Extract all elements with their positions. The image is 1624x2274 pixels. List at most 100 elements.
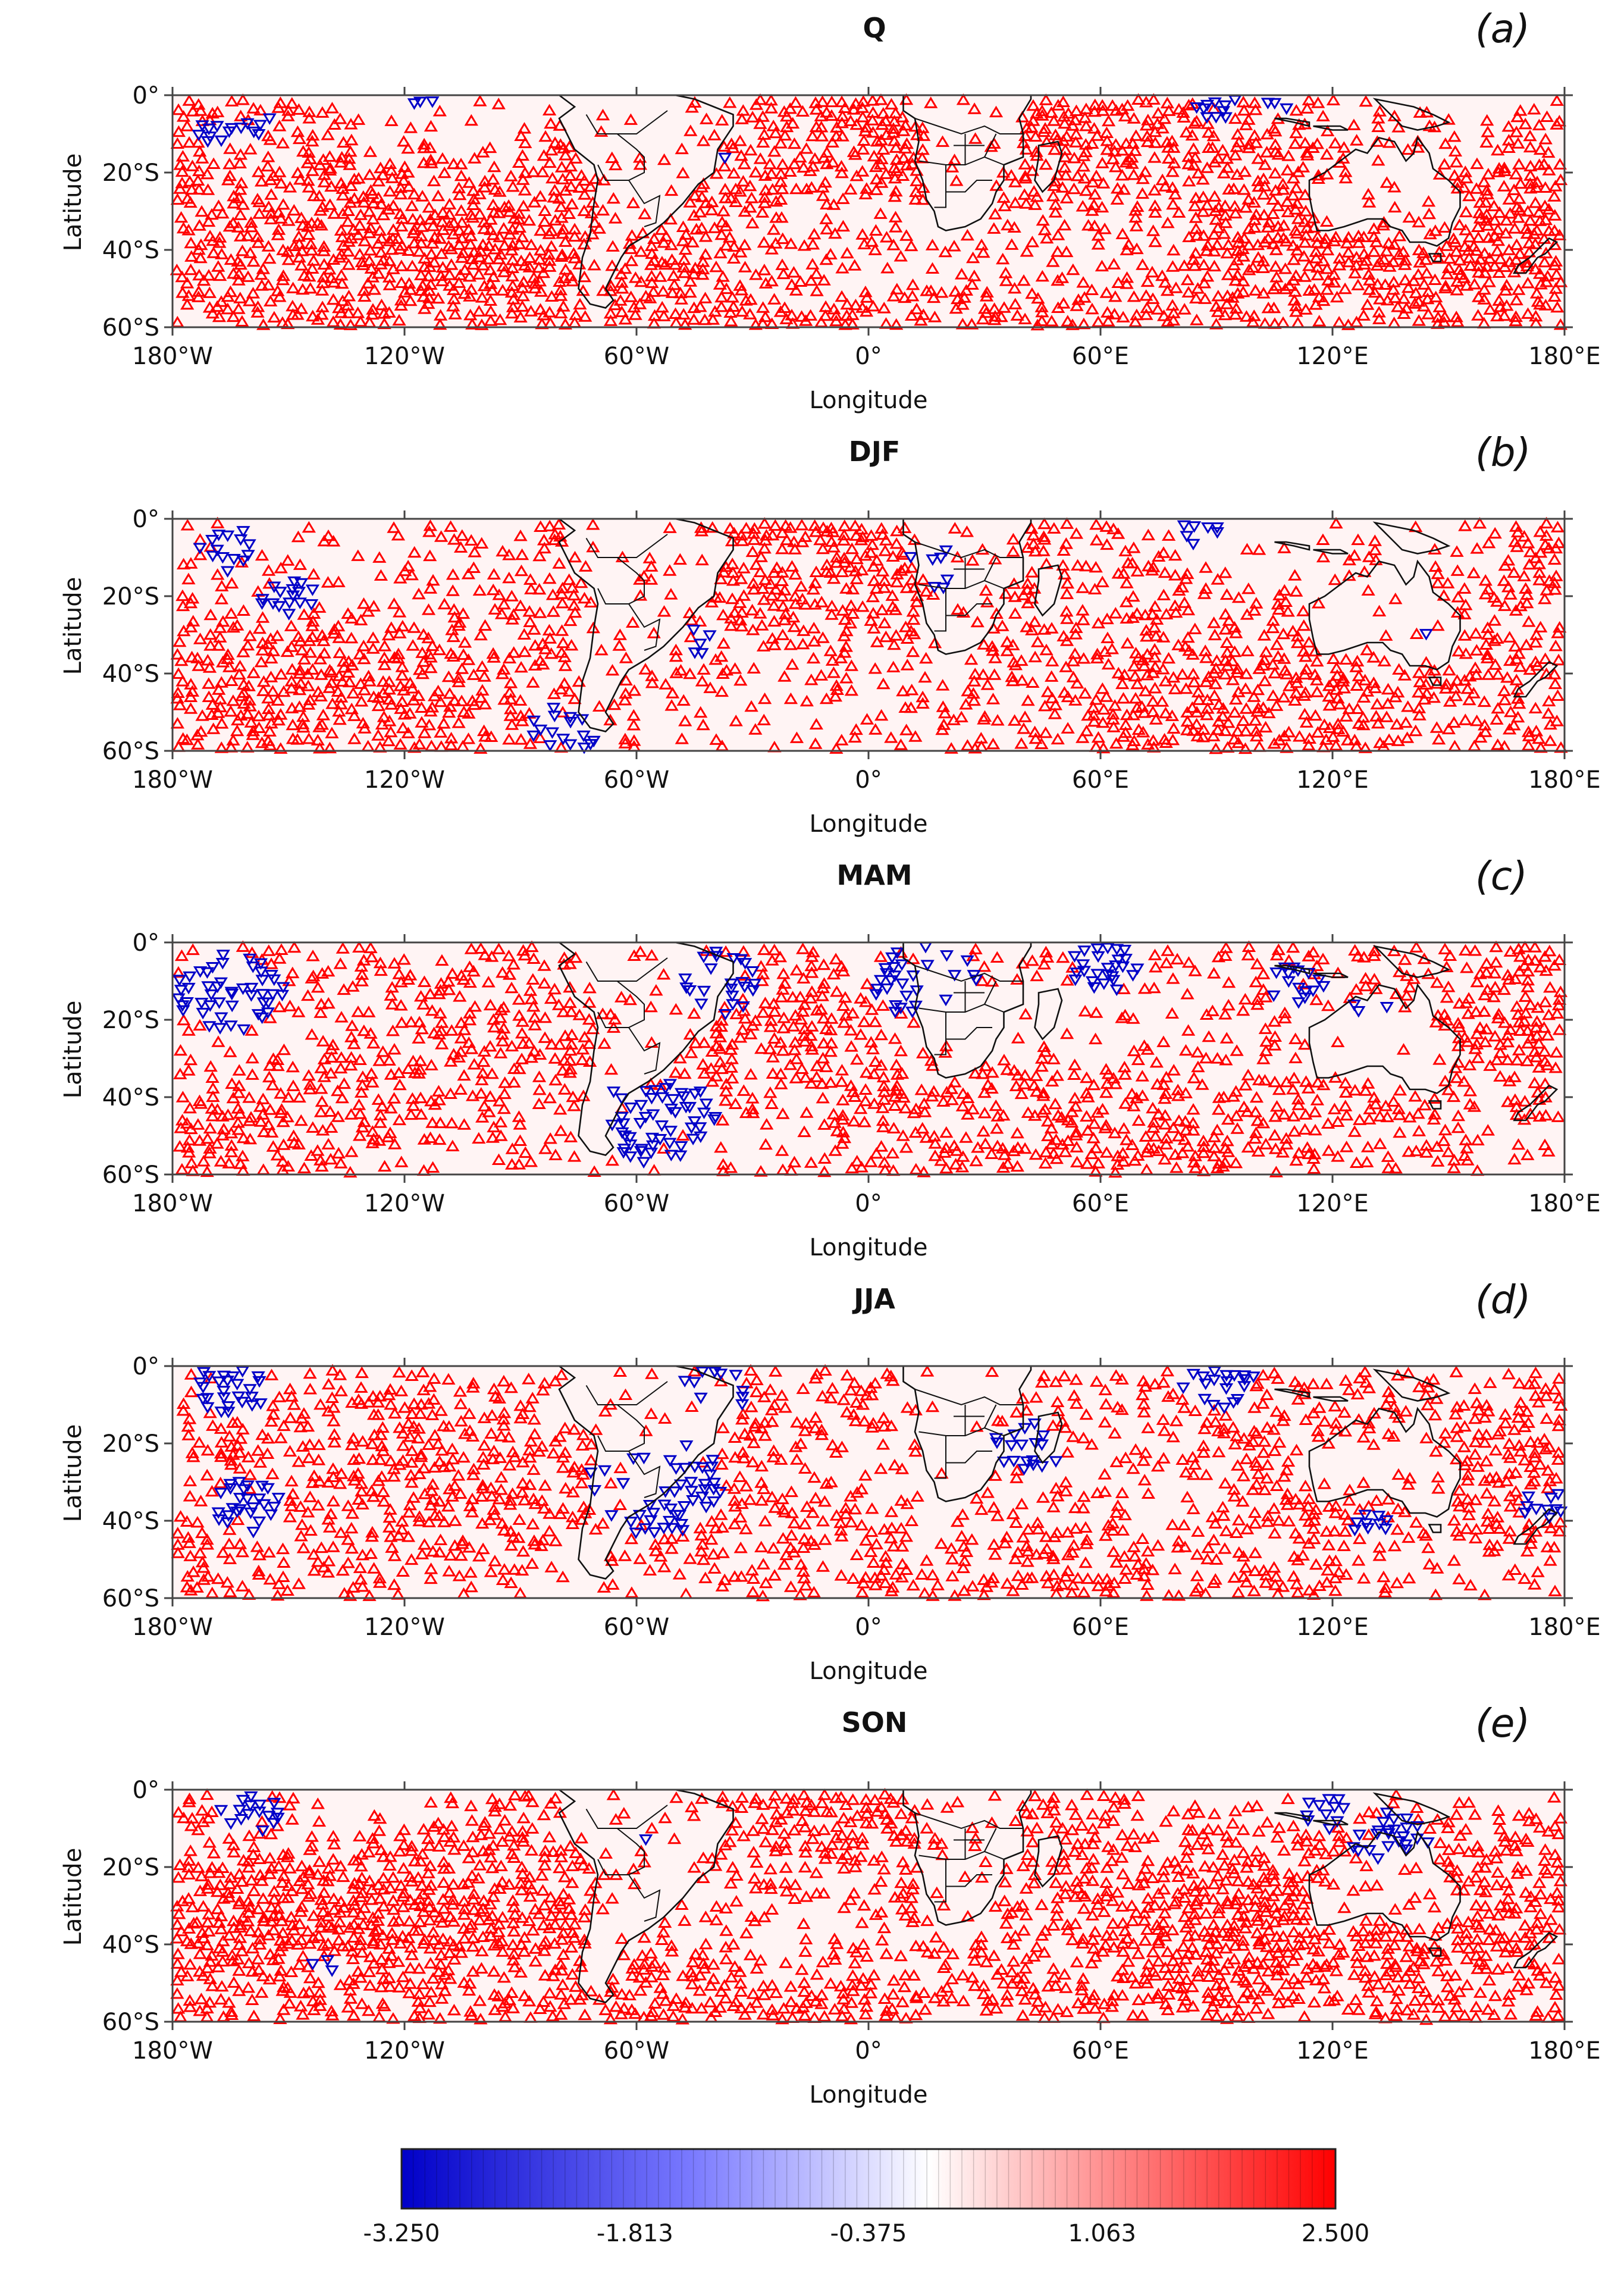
y-tick-label: 40°S — [102, 1084, 159, 1111]
negative-markers — [171, 941, 1394, 1169]
y-tick-label: 0° — [133, 929, 159, 957]
y-tick-label: 40°S — [102, 1508, 159, 1535]
y-tick-label: 40°S — [102, 237, 159, 264]
y-tick-label: 40°S — [102, 1931, 159, 1959]
y-tick-label: 20°S — [102, 1430, 159, 1458]
colorbar-gradient — [400, 2148, 1337, 2210]
colorbar-label: 2.500 — [1302, 2220, 1370, 2247]
coastline — [557, 1365, 734, 1580]
coastline — [1034, 1411, 1063, 1464]
x-tick-label: 120°W — [364, 2037, 445, 2065]
map-plot: 180°W 120°W 60°W 0° 60°E 120°E 180°E 0° 20°S 40°S… — [102, 1353, 1601, 1641]
map-panel: JJA (d) 180°W 120°W 60°W 0° 60°E 120°E 180°E 0° 20… — [0, 1277, 1624, 1699]
x-tick-label: 0° — [855, 766, 882, 794]
positive-markers — [170, 93, 1568, 331]
x-tick-label: 120°W — [364, 1614, 445, 1641]
x-tick-label: 120°W — [364, 1190, 445, 1217]
country-border — [585, 110, 668, 134]
y-tick-label: 60°S — [102, 314, 159, 342]
country-border — [914, 541, 1023, 559]
panel-title: SON — [841, 1706, 908, 1739]
coastline — [1274, 964, 1311, 975]
negative-markers — [214, 1791, 1435, 1977]
x-tick-label: 60°E — [1072, 2037, 1129, 2065]
coastlines — [557, 518, 1559, 732]
coastline — [1428, 253, 1442, 262]
coastline — [557, 941, 734, 1156]
x-tick-label: 180°E — [1528, 343, 1601, 370]
colorbar-label: -3.250 — [363, 2220, 440, 2247]
y-tick-label: 20°S — [102, 1854, 159, 1881]
negative-triangle-markers — [193, 520, 1434, 754]
country-border — [628, 1874, 661, 1922]
x-tick-label: 120°E — [1296, 1190, 1369, 1217]
country-border — [945, 588, 992, 616]
country-border — [628, 1451, 661, 1498]
country-border — [585, 534, 668, 558]
x-tick-label: 0° — [855, 343, 882, 370]
coastline — [902, 941, 1032, 1079]
x-tick-label: 180°W — [132, 1190, 213, 1217]
x-tick-label: 180°W — [132, 343, 213, 370]
negative-markers — [193, 1365, 1568, 1539]
coastline — [1313, 1819, 1349, 1825]
positive-markers — [170, 516, 1568, 754]
x-tick-label: 120°W — [364, 343, 445, 370]
coastline — [902, 518, 1032, 655]
coastline — [1308, 983, 1461, 1094]
positive-triangle-markers — [170, 93, 1568, 331]
coastline — [1513, 1508, 1559, 1545]
coastline — [1372, 521, 1451, 555]
x-axis-label: Longitude — [809, 1658, 928, 1685]
x-tick-label: 180°E — [1528, 766, 1601, 794]
country-border — [628, 1027, 661, 1075]
coastlines — [557, 1365, 1559, 1580]
x-tick-label: 120°E — [1296, 766, 1369, 794]
colorbar-label: -0.375 — [830, 2220, 907, 2247]
coastline — [1513, 660, 1559, 698]
positive-triangle-markers — [170, 1787, 1567, 2025]
y-tick-label: 60°S — [102, 1161, 159, 1189]
map-plot: 180°W 120°W 60°W 0° 60°E 120°E 180°E 0° 20°S 40°S… — [102, 1777, 1601, 2065]
x-axis-label: Longitude — [809, 1234, 928, 1261]
country-border — [585, 1805, 668, 1829]
coastline — [902, 1788, 1032, 1926]
y-tick-label: 60°S — [102, 2009, 159, 2036]
country-border — [597, 981, 645, 1028]
coastline — [1274, 1388, 1311, 1398]
country-border — [914, 965, 1023, 982]
y-tick-label: 20°S — [102, 1007, 159, 1034]
negative-triangle-markers — [192, 95, 1294, 165]
colorbar-label: 1.063 — [1068, 2220, 1136, 2247]
coastline — [1308, 1830, 1461, 1941]
x-tick-label: 180°W — [132, 2037, 213, 2065]
x-tick-label: 180°W — [132, 1614, 213, 1641]
panel-tag: (d) — [1475, 1277, 1531, 1323]
y-tick-label: 0° — [133, 506, 159, 533]
coastline — [1428, 1100, 1442, 1110]
panel-tag: (a) — [1475, 6, 1530, 52]
y-tick-label: 60°S — [102, 1585, 159, 1612]
coastline — [1372, 1368, 1451, 1402]
x-tick-label: 180°E — [1528, 1614, 1601, 1641]
coastline — [1308, 1407, 1461, 1518]
map-panel: MAM (c) 180°W 120°W 60°W 0° 60°E 120°E 180°E 0° 20… — [0, 853, 1624, 1276]
country-border — [984, 1404, 997, 1429]
coastline — [1513, 237, 1559, 274]
coastline — [1428, 1524, 1442, 1533]
coastline — [1034, 988, 1063, 1041]
country-border — [585, 957, 668, 982]
coastline — [1308, 136, 1461, 247]
x-tick-label: 60°W — [604, 1190, 669, 1217]
coastline — [557, 94, 734, 309]
map-plot: 180°W 120°W 60°W 0° 60°E 120°E 180°E 0° 20°S 40°S… — [102, 82, 1601, 370]
coastline — [1428, 676, 1442, 686]
negative-triangle-markers — [171, 941, 1394, 1169]
country-border — [945, 1436, 992, 1464]
coastline — [1313, 1396, 1349, 1402]
positive-markers — [170, 1787, 1567, 2025]
coastline — [557, 518, 734, 732]
negative-markers — [193, 520, 1434, 754]
country-border — [945, 1859, 992, 1887]
positive-markers — [171, 940, 1568, 1178]
